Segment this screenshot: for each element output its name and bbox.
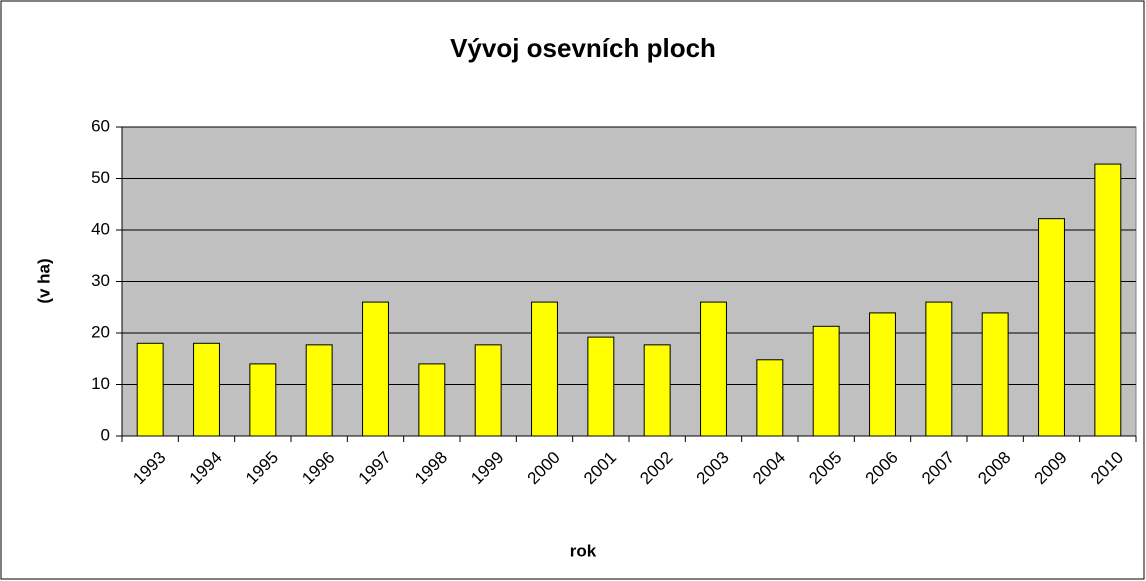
chart-title: Vývoj osevních ploch — [450, 33, 716, 63]
x-axis-label: rok — [570, 541, 597, 560]
bar — [418, 363, 446, 437]
y-tick-label: 0 — [101, 425, 110, 444]
bar — [362, 301, 389, 437]
bar — [643, 344, 671, 437]
bar — [474, 344, 502, 437]
y-tick-label: 60 — [91, 116, 110, 135]
bar — [305, 344, 333, 437]
y-tick-label: 20 — [91, 322, 110, 341]
bar — [136, 342, 164, 437]
bar — [925, 301, 953, 437]
y-tick-label: 10 — [91, 374, 110, 393]
y-tick-label: 30 — [91, 271, 110, 290]
bar — [981, 312, 1009, 437]
bar — [812, 325, 840, 437]
y-tick-label: 40 — [91, 219, 110, 238]
bar — [587, 336, 615, 437]
y-axis-label: (v ha) — [34, 258, 53, 303]
bar — [531, 301, 558, 437]
bar — [1094, 163, 1122, 437]
y-tick-label: 50 — [91, 168, 110, 187]
bar — [869, 312, 896, 437]
bar — [193, 342, 220, 437]
bar — [1038, 218, 1065, 437]
bar — [756, 359, 784, 437]
bar — [249, 363, 277, 437]
bar — [700, 301, 727, 437]
